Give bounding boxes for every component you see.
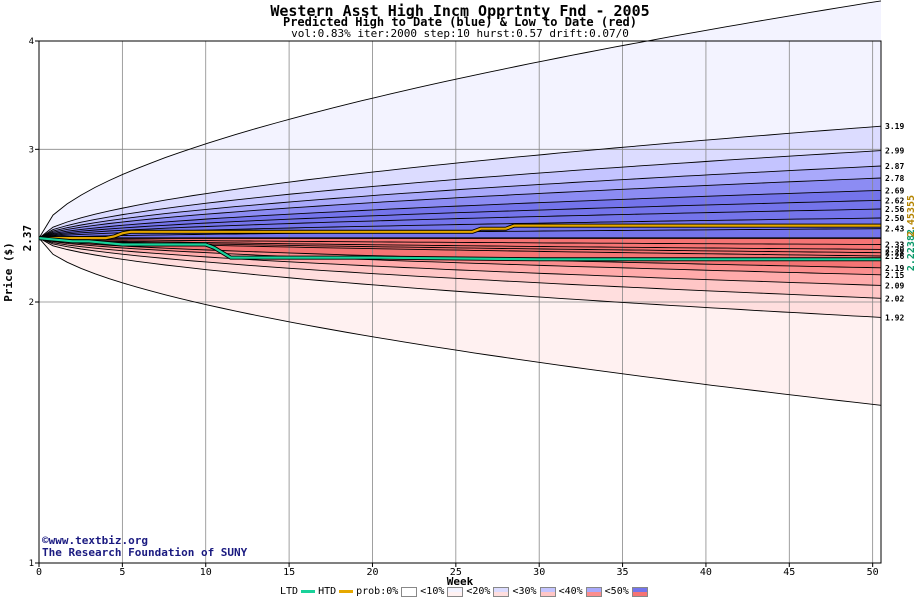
curve-label-2.09: 2.09 [885,281,904,290]
curve-label-2.62: 2.62 [885,196,904,205]
credit-website: ©www.textbiz.org [42,534,148,547]
high-band-1 [39,126,881,239]
y-tick-label-1: 1 [29,559,34,569]
x-tick-label-50: 50 [867,567,879,578]
high-band-3 [39,166,881,239]
legend-p30-label: <30% [512,586,537,597]
legend-p10-swatch [447,586,464,597]
legend-p20-label: <20% [466,586,491,597]
curve-label-2.43: 2.43 [885,225,904,234]
y-tick-label-2: 2 [29,298,34,308]
probability-bands [39,0,881,406]
chart-subtitle: Predicted High to Date (blue) & Low to D… [282,15,637,29]
percentile-curve-11 [38,237,882,250]
percentile-curve-17 [38,237,882,299]
start-price-label: 2.37 [21,225,34,252]
x-tick-label-25: 25 [450,567,462,578]
legend: LTD HTD prob:0% <10% <20% <30% <40% <50% [280,586,648,597]
legend-prob0-label: prob:0% [356,586,399,597]
curve-label-2.69: 2.69 [885,186,904,195]
low-band-3 [39,238,881,286]
curve-label-2.33: 2.33 [885,240,904,249]
x-tick-label-10: 10 [200,567,212,578]
chart-params: vol:0.83% iter:2000 step:10 hurst:0.57 d… [291,27,629,40]
low-band-2 [39,238,881,299]
legend-p40-swatch [585,586,602,597]
curve-label-2.02: 2.02 [885,294,904,303]
low-band-1 [39,238,881,318]
x-tick-label-45: 45 [783,567,795,578]
credit-organization: The Research Foundation of SUNY [42,546,248,559]
x-tick-label-30: 30 [533,567,545,578]
x-axis-title: Week [447,575,474,588]
x-tick-label-35: 35 [617,567,629,578]
percentile-curve-6 [38,199,882,239]
legend-p40-label: <40% [558,586,583,597]
ltd-line [38,237,881,261]
price-series [38,223,881,262]
legend-htd-label: HTD [318,586,337,597]
high-band-5 [39,190,881,239]
chart-title: Western Asst High Incm Opprtnty Fnd - 20… [270,2,650,20]
percentile-curve-2 [38,150,882,239]
curve-label-2.30: 2.30 [885,245,904,254]
low-band-8 [39,238,881,250]
low-band-0 [39,238,881,406]
high-band-6 [39,200,881,239]
legend-p50-label: <50% [604,586,629,597]
percentile-curve-7 [38,208,882,239]
curve-label-2.26: 2.26 [885,252,904,261]
percentile-curve-19 [38,237,882,406]
low-band-4 [39,238,881,275]
x-tick-label-0: 0 [36,567,42,578]
curve-label-2.28: 2.28 [885,249,904,258]
legend-p10-label: <10% [420,586,445,597]
curve-label-2.19: 2.19 [885,264,904,273]
legend-prob0-swatch [401,586,418,597]
legend-p20-swatch [493,586,510,597]
percentile-curve-16 [38,237,882,286]
axes: 0 5 10 15 20 25 30 35 40 45 50 1 2 3 4 Week Price ($) [2,37,882,588]
curve-label-2.56: 2.56 [885,205,904,214]
y-tick-label-3: 3 [29,145,34,155]
curve-label-2.87: 2.87 [885,162,904,171]
high-band-4 [39,178,881,239]
x-tick-label-15: 15 [283,567,295,578]
legend-p50-swatch [631,586,648,597]
curve-label-2.15: 2.15 [885,271,904,280]
htd-value-label: 2.45355 [906,195,917,237]
curve-label-2.78: 2.78 [885,174,904,183]
percentile-curve-1 [38,125,882,239]
legend-htd-line [339,590,354,593]
curve-label-3.19: 3.19 [885,122,904,131]
high-band-0 [39,0,881,239]
x-tick-label-40: 40 [700,567,712,578]
y-axis-title: Price ($) [2,242,15,302]
low-band-center [39,238,881,245]
percentile-curve-0 [38,0,882,239]
curve-label-2.99: 2.99 [885,147,904,156]
htd-line [39,224,881,240]
legend-ltd-label: LTD [280,586,299,597]
x-tick-label-5: 5 [119,567,125,578]
y-tick-label-4: 4 [29,37,34,47]
high-band-7 [39,209,881,239]
legend-p30-swatch [539,586,556,597]
curve-label-2.50: 2.50 [885,214,904,223]
low-band-7 [39,238,881,253]
high-band-2 [39,150,881,239]
percentile-curve-15 [38,237,882,276]
value-labels: 3.19 2.99 2.87 2.78 2.692.622.562.50 2.43 2.33… [21,122,917,322]
low-band-6 [39,238,881,256]
percentile-curve-3 [38,165,882,239]
percentile-curve-4 [38,177,882,239]
x-tick-label-20: 20 [366,567,378,578]
percentile-curve-10 [38,237,882,245]
ltd-value-label: 2.22382 [906,229,917,271]
legend-ltd-line [301,590,316,593]
percentile-curve-5 [38,189,882,239]
percentile-curve-18 [38,237,882,318]
curve-label-1.92: 1.92 [885,313,904,322]
